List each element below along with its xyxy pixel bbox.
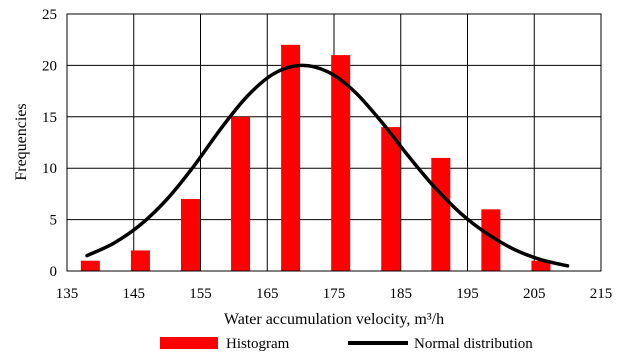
y-tick-labels: 0 5 10 15 20 25 xyxy=(42,7,57,280)
x-tick-label: 135 xyxy=(56,286,79,302)
y-tick-label: 20 xyxy=(42,58,57,74)
legend: Histogram Normal distribution xyxy=(160,336,533,352)
x-axis-label: Water accumulation velocity, m³/h xyxy=(224,311,444,328)
y-tick-label: 10 xyxy=(42,161,57,177)
histogram-bar xyxy=(281,44,301,272)
x-tick-label: 165 xyxy=(256,286,279,302)
histogram-bar xyxy=(531,260,551,271)
y-tick-label: 15 xyxy=(42,110,57,126)
normal-distribution-curve xyxy=(85,63,570,268)
histogram-bar xyxy=(381,127,401,271)
histogram-bars xyxy=(80,44,551,272)
x-tick-label: 215 xyxy=(590,286,613,302)
y-tick-label: 0 xyxy=(50,264,58,280)
histogram-bar xyxy=(130,250,150,271)
x-tick-label: 145 xyxy=(123,286,146,302)
histogram-bar xyxy=(180,199,200,271)
x-tick-label: 155 xyxy=(189,286,212,302)
y-tick-label: 25 xyxy=(42,7,57,23)
x-tick-label: 195 xyxy=(456,286,479,302)
x-tick-label: 175 xyxy=(323,286,346,302)
legend-histogram-label: Histogram xyxy=(226,336,290,352)
x-tick-labels: 135 145 155 165 175 185 195 205 215 xyxy=(56,286,613,302)
y-axis-label: Frequencies xyxy=(13,103,30,180)
legend-histogram-swatch xyxy=(160,337,218,349)
plot-frame xyxy=(66,13,602,272)
histogram-bar xyxy=(481,209,501,271)
x-tick-label: 205 xyxy=(523,286,546,302)
histogram-bar xyxy=(431,157,451,271)
legend-normal-label: Normal distribution xyxy=(414,336,533,352)
y-tick-label: 5 xyxy=(50,213,58,229)
histogram-bar xyxy=(80,260,100,271)
x-tick-label: 185 xyxy=(390,286,413,302)
histogram-bar xyxy=(231,116,251,271)
histogram-bar xyxy=(331,55,351,272)
